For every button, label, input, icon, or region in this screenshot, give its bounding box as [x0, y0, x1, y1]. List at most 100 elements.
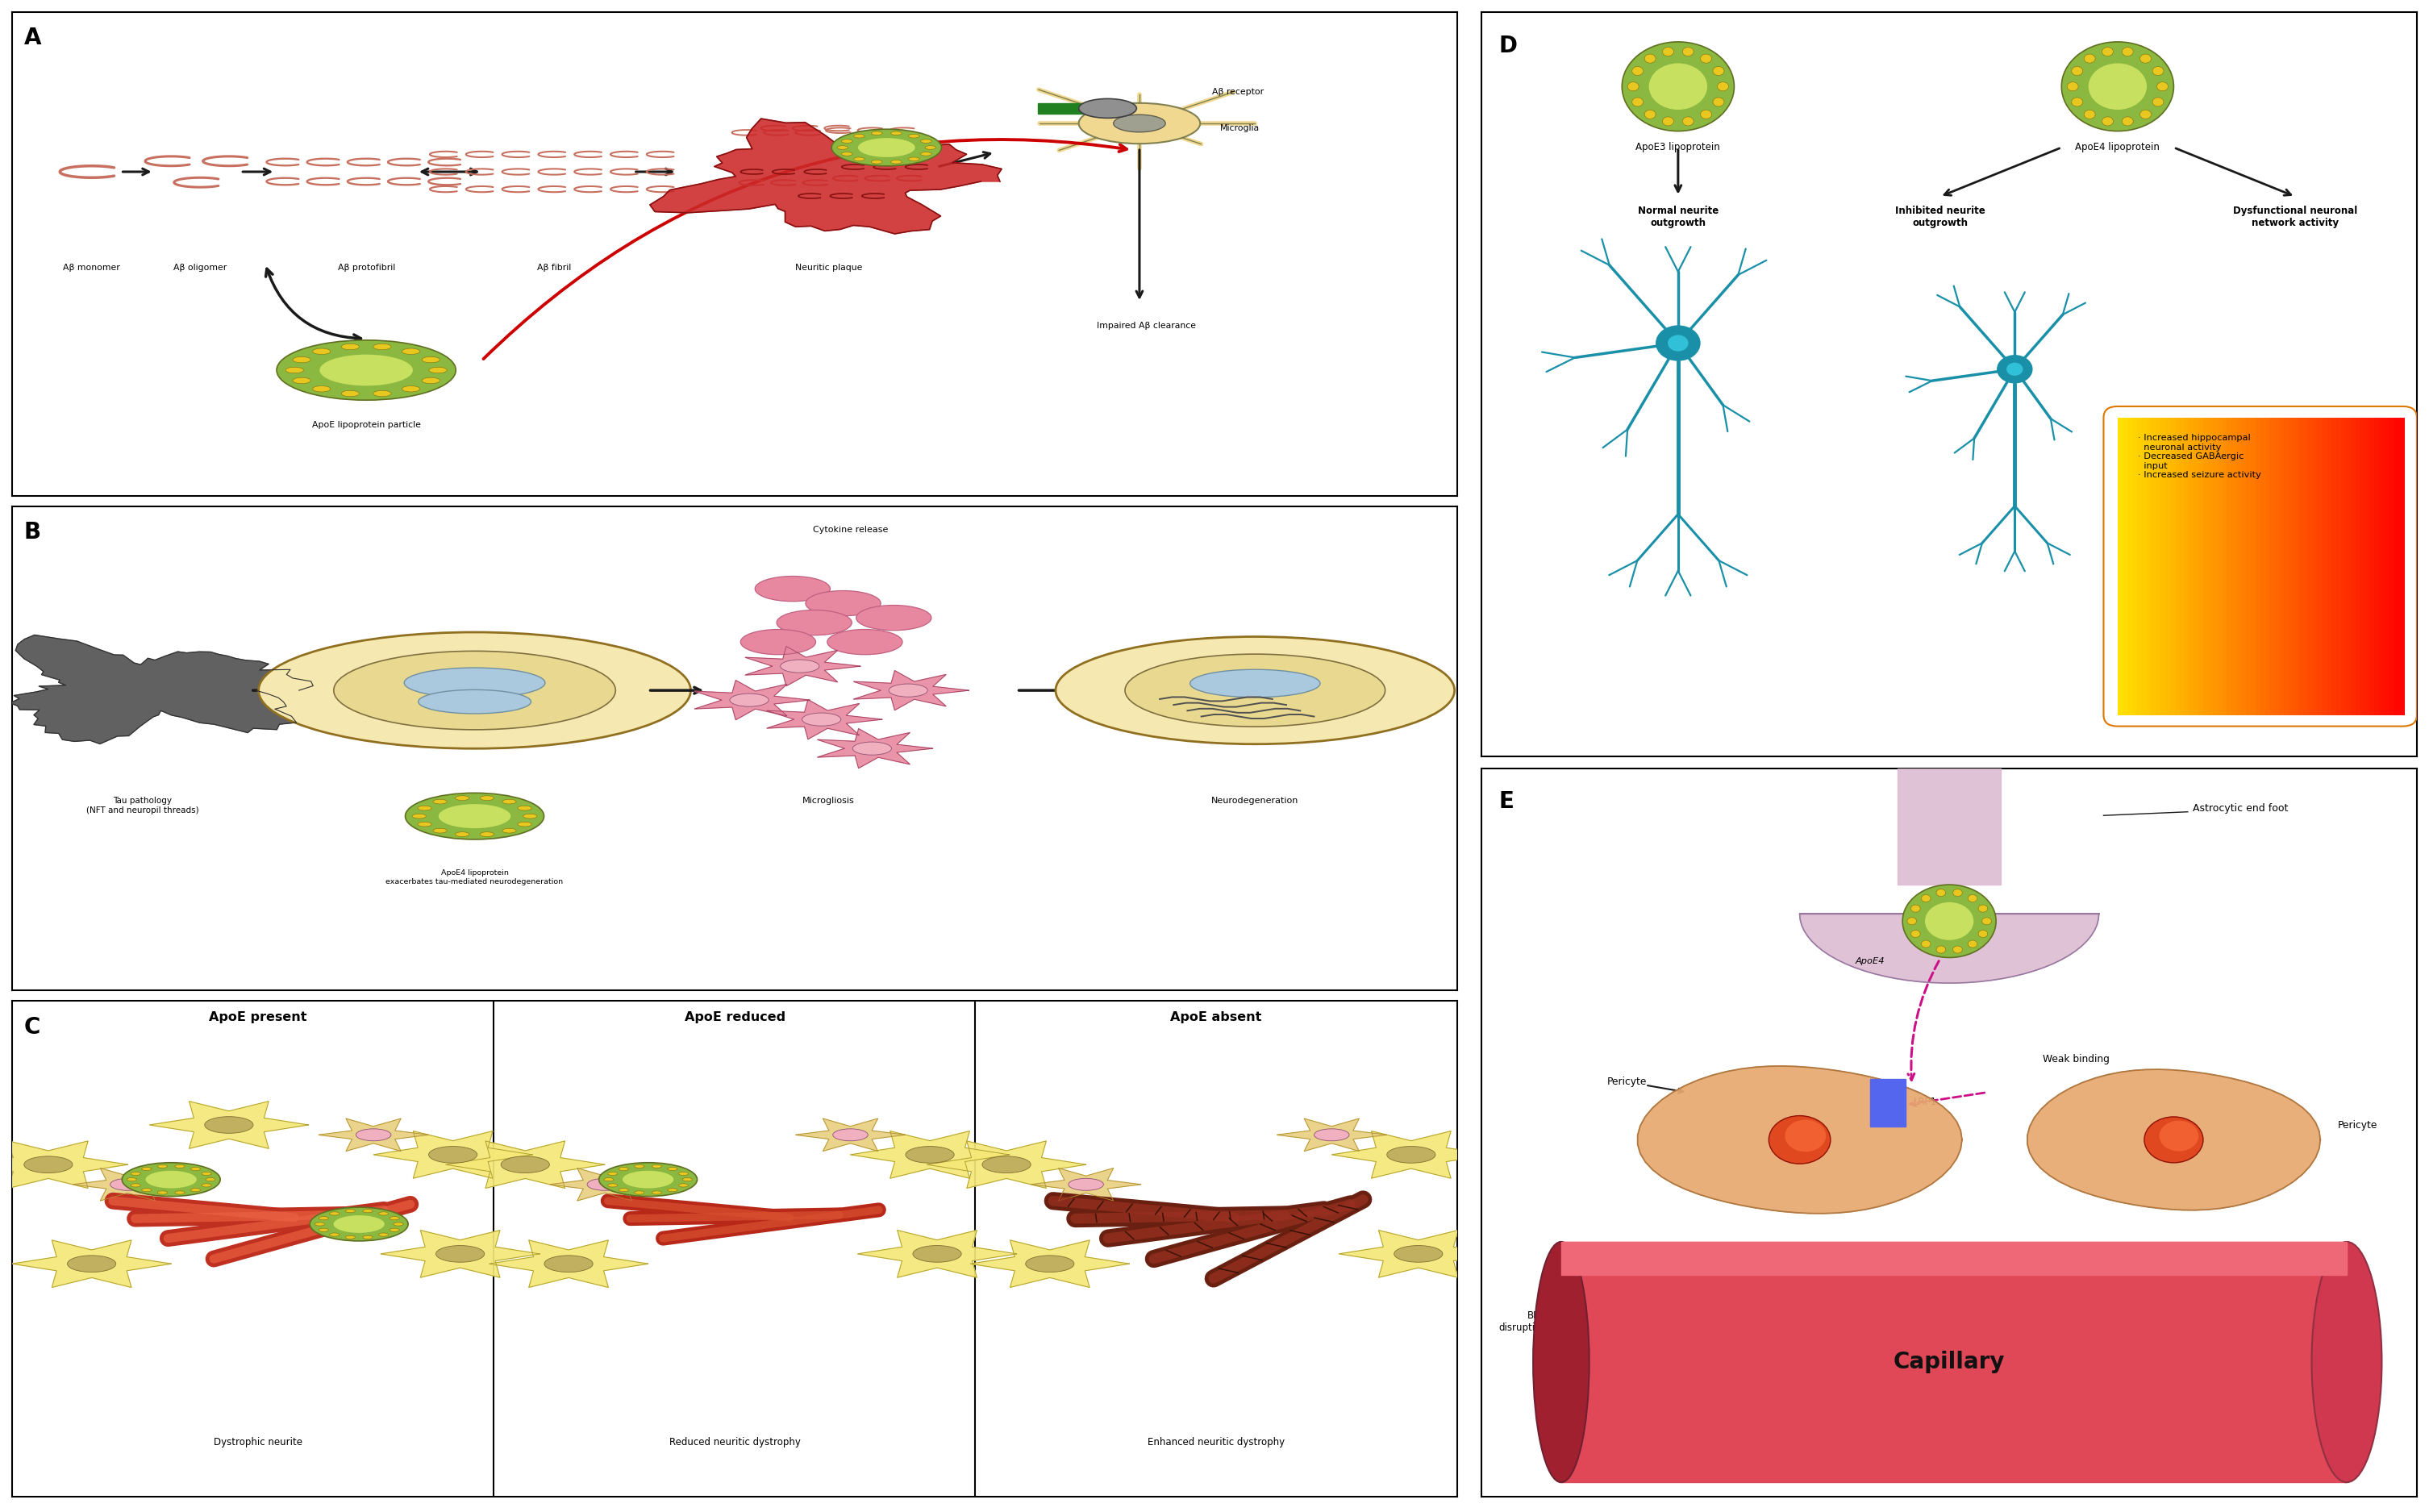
Polygon shape — [318, 1119, 428, 1151]
Circle shape — [2084, 54, 2096, 64]
Polygon shape — [1331, 1131, 1491, 1178]
Polygon shape — [1897, 768, 2001, 885]
Circle shape — [619, 1167, 629, 1170]
Circle shape — [158, 1164, 168, 1167]
Text: ApoE4: ApoE4 — [1856, 957, 1885, 966]
Circle shape — [668, 1188, 678, 1191]
Circle shape — [981, 1157, 1030, 1173]
Text: Pericyte: Pericyte — [1606, 1077, 1647, 1087]
Circle shape — [921, 153, 933, 156]
Circle shape — [1661, 47, 1674, 56]
Bar — [2283, 417, 2291, 715]
Circle shape — [202, 1172, 211, 1175]
Circle shape — [481, 832, 493, 836]
Circle shape — [2140, 110, 2152, 119]
Bar — [2174, 417, 2181, 715]
Circle shape — [853, 157, 865, 160]
Circle shape — [678, 1172, 687, 1175]
Bar — [2261, 417, 2266, 715]
Polygon shape — [12, 1240, 170, 1287]
Circle shape — [1700, 54, 1712, 64]
Circle shape — [2072, 97, 2082, 106]
Polygon shape — [73, 1169, 182, 1201]
Circle shape — [872, 132, 882, 135]
Polygon shape — [850, 1131, 1010, 1178]
Circle shape — [619, 1188, 629, 1191]
Bar — [2147, 417, 2152, 715]
Circle shape — [1967, 940, 1977, 948]
Circle shape — [316, 1222, 325, 1226]
Circle shape — [622, 1170, 673, 1188]
Text: Impaired Aβ clearance: Impaired Aβ clearance — [1098, 322, 1195, 330]
Circle shape — [1025, 1255, 1074, 1272]
Polygon shape — [651, 118, 1001, 234]
Circle shape — [634, 1191, 644, 1194]
Bar — [2371, 417, 2376, 715]
Text: Dystrophic neurite: Dystrophic neurite — [214, 1438, 301, 1448]
Circle shape — [1982, 918, 1992, 925]
Polygon shape — [488, 1240, 649, 1287]
Circle shape — [908, 157, 921, 160]
Circle shape — [1644, 110, 1657, 119]
Text: Microglia: Microglia — [1219, 124, 1261, 132]
Circle shape — [1069, 1178, 1103, 1190]
Polygon shape — [857, 1231, 1018, 1278]
Bar — [1870, 1080, 1904, 1126]
Polygon shape — [1278, 1119, 1387, 1151]
Circle shape — [906, 1146, 955, 1163]
Circle shape — [683, 1178, 692, 1181]
Bar — [2308, 417, 2315, 715]
Circle shape — [2062, 42, 2174, 132]
Text: Pericyte: Pericyte — [2337, 1120, 2378, 1131]
Circle shape — [651, 1191, 661, 1194]
Polygon shape — [151, 1101, 308, 1149]
Ellipse shape — [257, 632, 690, 748]
Circle shape — [1921, 895, 1931, 903]
Circle shape — [921, 139, 933, 144]
Polygon shape — [549, 1169, 661, 1201]
Circle shape — [291, 357, 311, 363]
Circle shape — [440, 804, 510, 829]
Circle shape — [1112, 115, 1166, 132]
Bar — [2169, 417, 2176, 715]
Ellipse shape — [403, 668, 544, 699]
Circle shape — [318, 1228, 328, 1232]
Bar — [2312, 417, 2320, 715]
Text: Microgliosis: Microgliosis — [802, 797, 855, 804]
Circle shape — [1644, 54, 1657, 64]
Polygon shape — [768, 700, 882, 739]
Bar — [2397, 417, 2405, 715]
Bar — [2337, 417, 2344, 715]
Bar — [2155, 417, 2162, 715]
Polygon shape — [0, 1142, 129, 1188]
Text: B: B — [24, 522, 41, 544]
Circle shape — [2157, 82, 2169, 91]
Text: LRP1: LRP1 — [1914, 1096, 1938, 1107]
Bar — [2252, 417, 2257, 715]
Circle shape — [141, 1188, 151, 1191]
Text: ApoE absent: ApoE absent — [1171, 1012, 1261, 1024]
Circle shape — [430, 367, 447, 373]
Circle shape — [1078, 103, 1200, 144]
Circle shape — [1700, 110, 1712, 119]
Text: Enhanced neuritic dystrophy: Enhanced neuritic dystrophy — [1146, 1438, 1285, 1448]
Circle shape — [1785, 1120, 1827, 1152]
Polygon shape — [381, 1231, 539, 1278]
Circle shape — [1649, 64, 1708, 110]
Bar — [2317, 417, 2325, 715]
Ellipse shape — [2312, 1241, 2383, 1482]
Bar — [2351, 417, 2356, 715]
Circle shape — [481, 795, 493, 800]
Bar — [1562, 1241, 2346, 1482]
Circle shape — [517, 806, 532, 810]
Circle shape — [1632, 97, 1644, 106]
Circle shape — [374, 343, 391, 349]
Circle shape — [24, 1157, 73, 1173]
Circle shape — [206, 1178, 216, 1181]
Circle shape — [313, 386, 330, 392]
Circle shape — [853, 742, 891, 754]
Circle shape — [605, 1178, 615, 1181]
Polygon shape — [928, 1142, 1086, 1188]
Text: A: A — [24, 27, 41, 50]
Circle shape — [668, 1167, 678, 1170]
